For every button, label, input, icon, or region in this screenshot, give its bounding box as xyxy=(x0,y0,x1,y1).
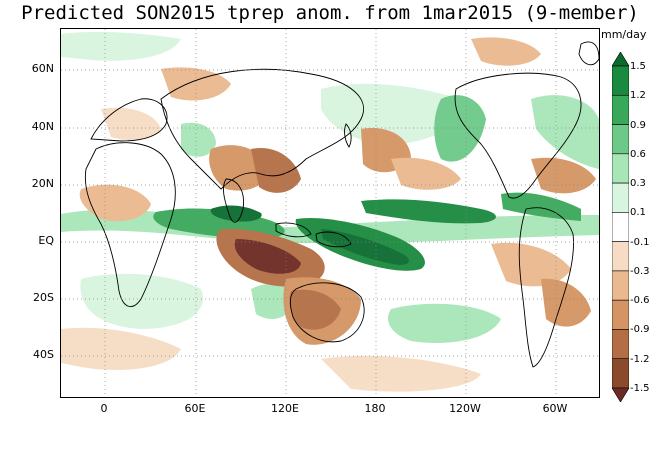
colorbar-swatch xyxy=(612,387,629,402)
lon-label-0: 0 xyxy=(100,402,108,415)
colorbar-swatch xyxy=(612,52,629,67)
lat-label-eq: EQ xyxy=(38,234,54,247)
precipitation-anomaly-map xyxy=(60,28,600,398)
colorbar-label: -1.2 xyxy=(630,353,650,365)
colorbar-label: -0.6 xyxy=(630,295,650,307)
lat-label-40s: 40S xyxy=(33,348,54,361)
colorbar-swatch xyxy=(612,329,629,360)
colorbar-units: mm/day xyxy=(601,28,647,41)
colorbar-swatch xyxy=(612,241,629,272)
lon-label-120e: 120E xyxy=(271,402,299,415)
colorbar-label: -0.9 xyxy=(630,324,650,336)
colorbar-swatch xyxy=(612,212,629,242)
colorbar-label: 0.3 xyxy=(630,178,646,190)
colorbar-label: 1.5 xyxy=(630,61,646,72)
lon-label-180: 180 xyxy=(364,402,386,415)
colorbar-swatch xyxy=(612,358,629,389)
lat-label-40n: 40N xyxy=(31,120,54,133)
colorbar-label: 1.2 xyxy=(630,90,646,102)
lat-label-20s: 20S xyxy=(33,291,54,304)
coastlines xyxy=(84,41,599,368)
lon-label-120w: 120W xyxy=(449,402,481,415)
colorbar-label: -0.3 xyxy=(630,265,650,277)
colorbar-swatch xyxy=(612,182,629,213)
anomaly-shading xyxy=(61,31,599,392)
map-title: Predicted SON2015 tprep anom. from 1mar2… xyxy=(21,2,639,24)
colorbar-swatch xyxy=(612,270,629,301)
colorbar-label: 0.1 xyxy=(630,207,646,219)
colorbar-swatch xyxy=(612,65,629,96)
colorbar-label: -0.1 xyxy=(630,236,650,248)
colorbar xyxy=(612,52,629,402)
colorbar-swatch xyxy=(612,124,629,155)
colorbar-label: -1.5 xyxy=(630,383,650,394)
colorbar-swatch xyxy=(612,299,629,330)
colorbar-swatch xyxy=(612,94,629,125)
colorbar-swatch xyxy=(612,153,629,184)
lat-label-20n: 20N xyxy=(31,177,54,190)
lon-label-60w: 60W xyxy=(542,402,568,415)
lon-label-60e: 60E xyxy=(184,402,206,415)
graticule xyxy=(61,29,599,397)
lat-label-60n: 60N xyxy=(31,62,54,75)
colorbar-label: 0.6 xyxy=(630,148,646,160)
colorbar-label: 0.9 xyxy=(630,119,646,131)
